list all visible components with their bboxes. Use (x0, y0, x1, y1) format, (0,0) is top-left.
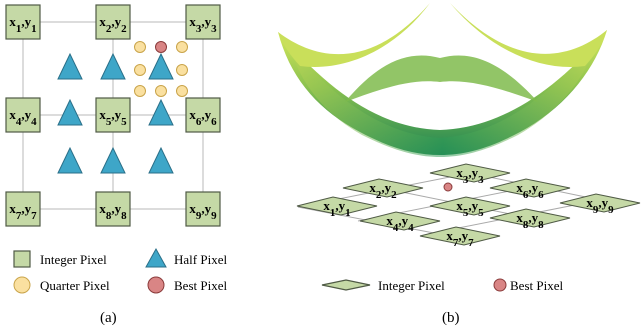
half-pixel (148, 52, 174, 80)
integer-pixel-label: x4,y4 (9, 107, 37, 128)
surface-top-left-ridge (278, 3, 430, 67)
integer-pixel (359, 211, 441, 231)
half-pixel (100, 146, 126, 174)
panel-a: x1,y1 x2,y2 x3,y3 x4,y4 x5,y5 x6,y6 x7,y7 x8,y8… (5, 4, 227, 326)
integer-pixel-legend-label: Integer Pixel (40, 252, 107, 267)
half-pixel (100, 52, 126, 80)
integer-pixel (489, 178, 571, 198)
half-pixel (148, 146, 174, 174)
integer-pixel (95, 4, 131, 40)
error-surface (278, 3, 607, 157)
integer-pixel-label: x9,y9 (586, 195, 614, 216)
integer-pixel-label: x8,y8 (516, 210, 544, 231)
quarter-pixel (134, 85, 146, 97)
panel-a-legend: Integer Pixel Half Pixel Quarter Pixel B… (13, 247, 227, 294)
integer-pixel-label: x1,y1 (323, 198, 350, 219)
half-pixel (148, 98, 174, 126)
integer-pixel-label: x4,y4 (386, 213, 414, 234)
integer-pixel-label: x9,y9 (189, 201, 217, 222)
half-pixel-group (57, 52, 174, 174)
best-pixel-legend-swatch (147, 276, 165, 294)
best-pixel (443, 182, 453, 192)
integer-pixel (5, 97, 41, 133)
half-pixel-legend-label: Half Pixel (174, 252, 227, 267)
half-pixel (57, 98, 83, 126)
integer-pixel (429, 163, 511, 183)
integer-pixel-label: x2,y2 (369, 180, 397, 201)
integer-pixel (419, 226, 501, 246)
integer-pixel-legend-swatch (321, 279, 371, 291)
half-pixel (57, 146, 83, 174)
integer-pixel (185, 191, 221, 227)
integer-pixel-label: x6,y6 (516, 180, 544, 201)
panel-b: x1,y1 x2,y2 x3,y3 x4,y4 x5,y5 x6,y6 x7,y7 x8,y8… (278, 3, 641, 326)
best-pixel (155, 41, 167, 53)
quarter-pixel (134, 64, 146, 76)
quarter-pixel (176, 85, 188, 97)
integer-pixel (559, 193, 641, 213)
integer-pixel-label: x3,y3 (189, 14, 217, 35)
integer-pixel (95, 191, 131, 227)
integer-pixel-legend-label: Integer Pixel (378, 278, 445, 293)
best-pixel-legend-label: Best Pixel (174, 278, 227, 293)
integer-pixel-group: x1,y1 x2,y2 x3,y3 x4,y4 x5,y5 x6,y6 x7,y7 x8,y8… (296, 163, 641, 249)
surface-inner-fold (345, 55, 538, 102)
integer-pixel (5, 191, 41, 227)
integer-pixel-label: x8,y8 (99, 201, 127, 222)
integer-pixel-label: x7,y7 (446, 228, 474, 249)
integer-pixel (185, 97, 221, 133)
surface-front (290, 44, 595, 157)
integer-pixel (489, 208, 571, 228)
integer-pixel-label: x1,y1 (9, 14, 36, 35)
quarter-pixel (155, 85, 167, 97)
integer-pixel (342, 178, 424, 198)
best-pixel-legend-swatch (493, 278, 507, 292)
integer-pixel (185, 4, 221, 40)
integer-pixel-label: x3,y3 (456, 165, 484, 186)
integer-pixel-label: x5,y5 (456, 198, 484, 219)
integer-pixel-label: x7,y7 (9, 201, 37, 222)
quarter-pixel-group (134, 41, 188, 97)
integer-pixel (429, 196, 511, 216)
quarter-pixel (176, 41, 188, 53)
half-pixel-legend-swatch (145, 247, 167, 268)
half-pixel (57, 52, 83, 80)
surface-top-right-ridge (450, 3, 607, 67)
quarter-pixel-legend-label: Quarter Pixel (40, 278, 110, 293)
quarter-pixel (176, 64, 188, 76)
quarter-pixel (134, 41, 146, 53)
best-pixel-legend-label: Best Pixel (510, 278, 563, 293)
integer-pixel-legend-swatch (13, 250, 31, 268)
panel-a-caption: (a) (100, 310, 117, 326)
integer-pixel-label: x5,y5 (99, 107, 127, 128)
integer-pixel (95, 97, 131, 133)
integer-pixel-group: x1,y1 x2,y2 x3,y3 x4,y4 x5,y5 x6,y6 x7,y7 x8,y8… (5, 4, 221, 227)
integer-pixel (296, 196, 378, 216)
panel-b-caption: (b) (442, 310, 460, 326)
integer-pixel-label: x2,y2 (99, 14, 127, 35)
integer-pixel-label: x6,y6 (189, 107, 217, 128)
panel-b-legend: Integer Pixel Best Pixel (321, 278, 563, 293)
quarter-pixel-legend-swatch (13, 276, 31, 294)
integer-pixel (5, 4, 41, 40)
